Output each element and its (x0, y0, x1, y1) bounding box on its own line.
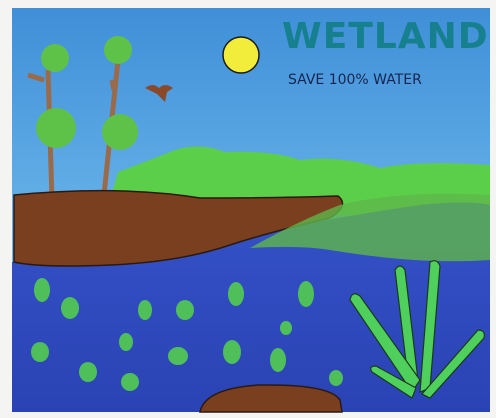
tree-leaves (102, 114, 138, 150)
tree-leaves (36, 108, 76, 148)
reeds (250, 193, 490, 262)
tree-leaves (41, 44, 69, 72)
rock (199, 384, 343, 413)
bird (145, 85, 173, 102)
large-plant (349, 260, 485, 399)
tree-leaves (104, 36, 132, 64)
title: WETLAND (282, 16, 489, 57)
sun (222, 36, 260, 74)
water-plants (31, 278, 343, 391)
subtitle: SAVE 100% WATER (288, 72, 422, 88)
